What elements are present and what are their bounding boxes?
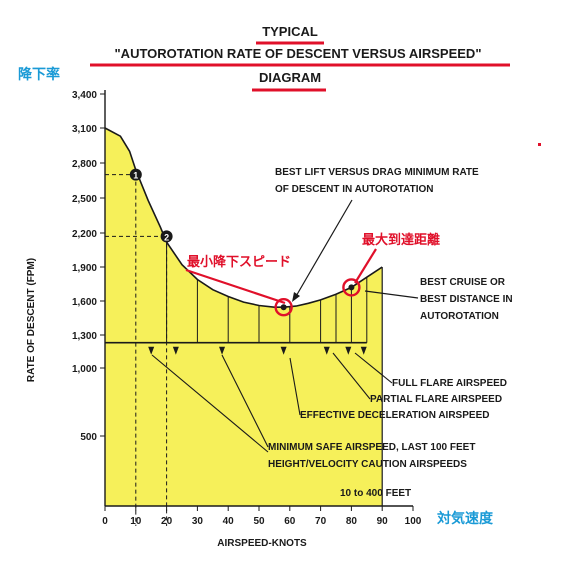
chart-title-line3: DIAGRAM (259, 70, 321, 85)
highlight-ring-1 (342, 278, 361, 297)
marker-label-2: 2 (164, 232, 169, 242)
best-lift-label-2: OF DESCENT IN AUTOROTATION (275, 184, 434, 195)
threshold-tick-0 (148, 346, 155, 355)
threshold-tick-5 (345, 346, 352, 355)
threshold-tick-4 (323, 346, 330, 355)
markers-layer: 12 (129, 168, 361, 317)
x-tick-label-6: 60 (284, 516, 296, 527)
threshold-tick-1 (172, 346, 179, 355)
full-flare-label: FULL FLARE AIRSPEED (392, 378, 507, 389)
y-tick-label-5: 2,200 (72, 229, 97, 240)
threshold-tick-3 (280, 346, 287, 355)
y-tick-label-6: 2,500 (72, 194, 97, 205)
x-tick-label-4: 40 (223, 516, 235, 527)
x-tick-label-5: 50 (253, 516, 265, 527)
highlight-dot-0 (280, 304, 287, 311)
rod-area-fill (105, 128, 383, 506)
rod-curve (104, 127, 383, 308)
best-lift-label-1: BEST LIFT VERSUS DRAG MINIMUM RATE (275, 167, 479, 178)
chart-title-line1: TYPICAL (262, 24, 318, 39)
x-tick-label-7: 70 (315, 516, 327, 527)
x-tick-label-9: 90 (377, 516, 389, 527)
threshold-tick-2 (219, 346, 226, 355)
highlight-ring-0 (274, 298, 293, 317)
x-axis-jp-label: 対気速度 (436, 510, 494, 527)
y-axis-title: RATE OF DESCENT (FPM) (26, 258, 37, 382)
min-safe-label-1: MINIMUM SAFE AIRSPEED, LAST 100 FEET (268, 442, 475, 453)
y-tick-label-7: 2,800 (72, 159, 97, 170)
y-axis-jp-label: 降下率 (18, 66, 60, 83)
red-dot (538, 143, 541, 146)
best-cruise-label-1: BEST CRUISE OR (420, 277, 506, 288)
effective-decel-label: EFFECTIVE DECELERATION AIRSPEED (300, 410, 489, 421)
y-tick-label-2: 1,300 (72, 331, 97, 342)
ticks-layer: 5001,0001,3001,6001,9002,2002,5002,8003,… (72, 90, 422, 527)
x-tick-label-0: 0 (102, 516, 108, 527)
marker-circle-2 (160, 230, 173, 243)
bands-layer (105, 174, 383, 526)
y-tick-label-1: 1,000 (72, 364, 97, 375)
threshold-tick-6 (360, 346, 367, 355)
best-cruise-arrow (364, 290, 419, 299)
y-tick-label-4: 1,900 (72, 263, 97, 274)
x-tick-label-10: 100 (405, 516, 422, 527)
marker-circle-1 (129, 168, 142, 181)
marker-label-1: 1 (133, 171, 138, 181)
best-cruise-label-3: AUTOROTATION (420, 311, 499, 322)
best-lift-arrow (294, 199, 353, 299)
max-range-jp-label: 最大到達距離 (362, 232, 440, 248)
x-tick-label-2: 20 (161, 516, 173, 527)
y-tick-label-3: 1,600 (72, 297, 97, 308)
feet-label: 10 to 400 FEET (340, 488, 411, 499)
chart-title-line2: "AUTOROTATION RATE OF DESCENT VERSUS AIR… (115, 46, 482, 61)
x-tick-label-1: 10 (130, 516, 142, 527)
min-descent-jp-label: 最小降下スピード (187, 254, 291, 270)
max-range-red-line (354, 248, 377, 284)
partial-flare-label: PARTIAL FLARE AIRSPEED (370, 394, 502, 405)
min-descent-red-line (185, 268, 286, 305)
best-lift-arrowhead (292, 292, 300, 302)
x-tick-label-8: 80 (346, 516, 358, 527)
x-tick-label-3: 30 (192, 516, 204, 527)
highlight-dot-1 (348, 284, 355, 291)
best-cruise-label-2: BEST DISTANCE IN (420, 294, 513, 305)
y-tick-label-9: 3,400 (72, 90, 97, 101)
area-layer (104, 127, 383, 506)
pointer-lines (151, 352, 393, 453)
y-tick-label-0: 500 (80, 432, 97, 443)
y-tick-label-8: 3,100 (72, 124, 97, 135)
min-safe-label-2: HEIGHT/VELOCITY CAUTION AIRSPEEDS (268, 459, 467, 470)
x-axis-title: AIRSPEED-KNOTS (217, 538, 307, 549)
